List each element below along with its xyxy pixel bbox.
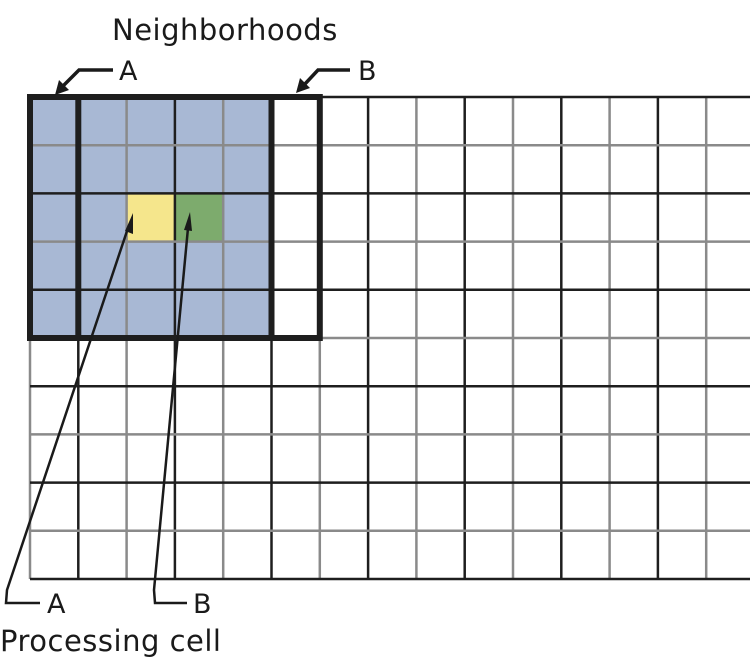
diagram-title: Neighborhoods — [112, 13, 338, 47]
processing-cell-b-label: B — [193, 589, 212, 620]
processing-cell-b — [174, 193, 224, 242]
neighborhood-a-label: A — [119, 56, 138, 87]
processing-cell-b-arrowhead — [184, 212, 192, 231]
neighborhood-b-pointer — [302, 68, 350, 87]
neighborhood-b-outline — [75, 94, 323, 341]
raster-grid — [28, 95, 750, 581]
processing-cell-a — [126, 193, 175, 242]
processing-cell-a-label: A — [47, 589, 66, 620]
neighborhood-b-arrowhead — [296, 78, 310, 93]
processing-cell-caption: Processing cell — [0, 624, 221, 658]
neighborhood-a-pointer — [60, 68, 113, 89]
processing-cell-a-arrowhead — [125, 213, 133, 234]
processing-cell-a-leader — [4, 227, 130, 605]
processing-cell-b-leader — [152, 227, 190, 605]
neighborhood-b-label: B — [358, 56, 377, 87]
neighborhood-a-arrowhead — [55, 80, 69, 95]
